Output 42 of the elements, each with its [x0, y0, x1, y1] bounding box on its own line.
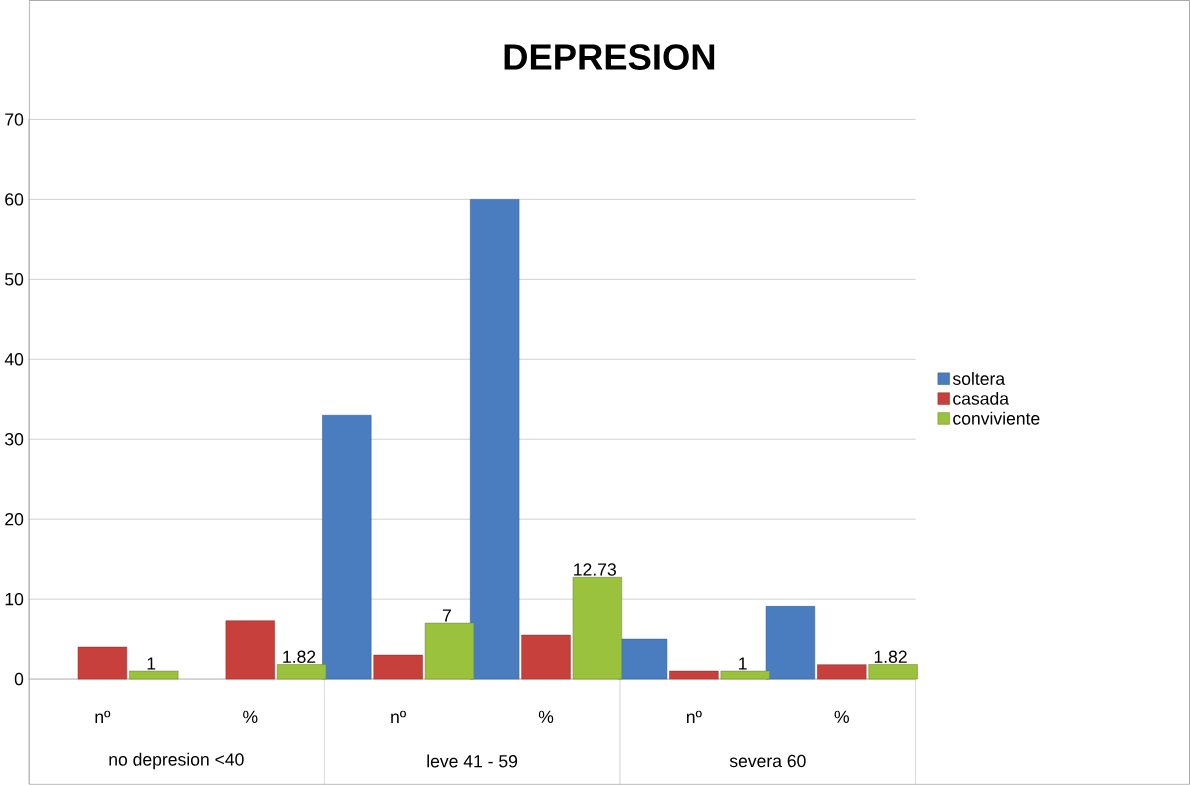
- bar: [322, 415, 372, 680]
- y-tick-label: 20: [5, 513, 24, 526]
- bar: [276, 664, 327, 680]
- x-tick-label: %: [538, 710, 554, 724]
- bar: [373, 654, 423, 680]
- data-label: 1: [147, 657, 156, 670]
- legend-label: casada: [953, 391, 1010, 405]
- data-label: 12.73: [574, 563, 616, 576]
- x-tick-label: %: [243, 710, 258, 724]
- y-tick-label: 10: [5, 592, 24, 606]
- bar: [470, 199, 520, 680]
- text: no depresion <40: [109, 752, 244, 770]
- bar: [720, 670, 770, 680]
- y-tick-label: 70: [5, 113, 24, 126]
- y-tick-label: 0: [14, 672, 24, 686]
- y-tick-label: 30: [5, 433, 24, 446]
- bar: [572, 577, 623, 680]
- bar: [521, 634, 571, 680]
- bar: [868, 664, 918, 680]
- text: severa 60: [729, 754, 806, 768]
- bar: [817, 664, 867, 680]
- bar: [129, 670, 179, 680]
- x-tick-label: nº: [95, 710, 111, 723]
- text: leve 41 - 59: [427, 754, 518, 768]
- legend-label: conviviente: [953, 411, 1040, 425]
- x-tick-label: nº: [686, 710, 702, 723]
- bar: [765, 606, 816, 680]
- data-label: 7: [442, 609, 451, 622]
- bar: [424, 622, 475, 680]
- bar: [669, 670, 719, 680]
- x-tick-label: %: [834, 710, 849, 724]
- legend-label: soltera: [952, 372, 1006, 385]
- x-tick-label: nº: [391, 710, 407, 723]
- y-tick-label: 50: [5, 273, 24, 286]
- bar: [225, 620, 275, 680]
- data-label: 1.82: [283, 650, 316, 664]
- data-label: 1: [739, 657, 747, 670]
- y-tick-label: 40: [4, 353, 24, 366]
- data-label: 1.82: [874, 650, 907, 664]
- bar: [77, 646, 128, 680]
- y-tick-label: 60: [5, 193, 24, 206]
- chart-title: DEPRESION: [504, 44, 715, 70]
